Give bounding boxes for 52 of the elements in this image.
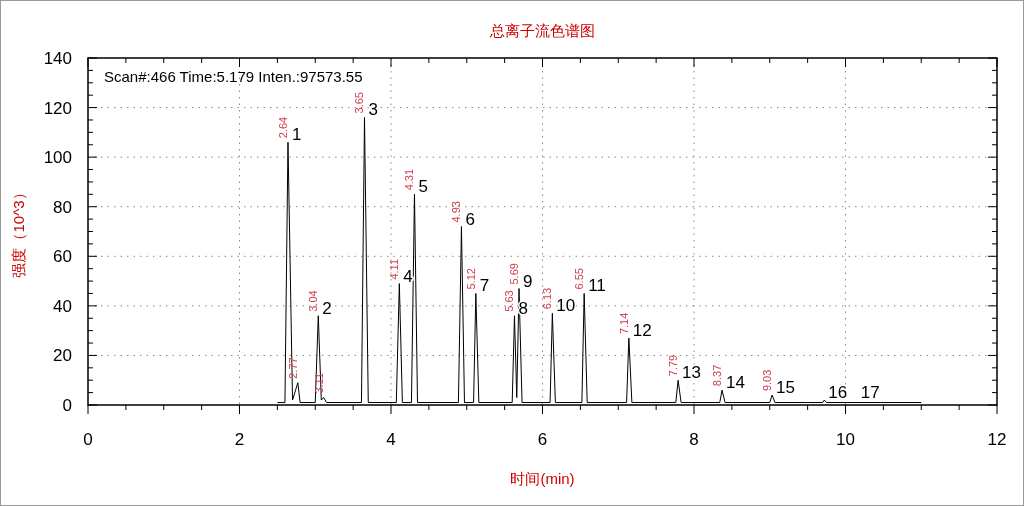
x-tick-label: 6 xyxy=(537,430,548,449)
annotation: 7.14 xyxy=(617,312,630,335)
x-tick-label: 4 xyxy=(386,430,396,449)
y-tick-label: 100 xyxy=(43,148,72,168)
annotation: 3.11 xyxy=(312,372,325,394)
x-tick-label: 12 xyxy=(987,430,1007,449)
annotation: 17 xyxy=(860,383,880,403)
annotation: 1 xyxy=(291,125,302,145)
y-tick-label: 40 xyxy=(53,296,72,316)
y-tick-label: 60 xyxy=(53,247,72,267)
annotation: 2 xyxy=(322,298,332,318)
annotation: 5.69 xyxy=(508,263,521,285)
x-tick-label: 0 xyxy=(83,430,93,449)
annotation: 4.11 xyxy=(388,258,401,280)
x-tick-label: 10 xyxy=(836,430,855,449)
y-tick-label: 20 xyxy=(53,346,72,366)
annotation: 15 xyxy=(776,378,795,398)
annotation: 4 xyxy=(403,266,413,286)
annotation: 9 xyxy=(523,271,533,291)
annotation: 5.12 xyxy=(464,268,477,290)
annotation: 8.37 xyxy=(711,364,724,387)
annotation: 5.63 xyxy=(503,290,516,312)
annotation: 3.04 xyxy=(307,290,320,312)
annotation: 9.03 xyxy=(761,369,774,392)
x-axis-title: 时间(min) xyxy=(510,470,575,487)
annotation: 2.77 xyxy=(286,357,299,379)
annotation: 14 xyxy=(726,373,745,393)
annotation: 4.93 xyxy=(450,201,463,223)
y-axis-title: 强度（10^3） xyxy=(10,185,27,278)
annotation: 13 xyxy=(682,363,702,383)
annotation: Scan#:466 Time:5.179 Inten.:97573.55 xyxy=(104,68,363,85)
annotation: 7 xyxy=(479,276,490,296)
y-tick-label: 140 xyxy=(43,49,72,68)
annotation: 16 xyxy=(828,383,848,403)
annotation: 12 xyxy=(632,321,652,341)
annotation: 6.13 xyxy=(541,287,554,310)
annotation: 3.65 xyxy=(353,92,366,114)
annotation: 7.79 xyxy=(667,354,680,377)
y-tick-label: 80 xyxy=(53,197,72,217)
annotation: 10 xyxy=(556,296,576,316)
chart-title: 总离子流色谱图 xyxy=(489,22,595,39)
annotation: 11 xyxy=(588,276,606,296)
x-tick-label: 2 xyxy=(234,430,245,449)
annotation: 5 xyxy=(418,177,428,197)
x-tick-label: 8 xyxy=(689,430,699,449)
y-tick-label: 120 xyxy=(43,98,72,118)
annotation: 6.55 xyxy=(573,268,586,290)
annotation: 6 xyxy=(465,209,475,229)
annotation: 4.31 xyxy=(403,168,416,191)
y-tick-label: 0 xyxy=(62,396,72,415)
annotation: 3 xyxy=(368,100,378,120)
annotation: 2.64 xyxy=(276,116,289,139)
